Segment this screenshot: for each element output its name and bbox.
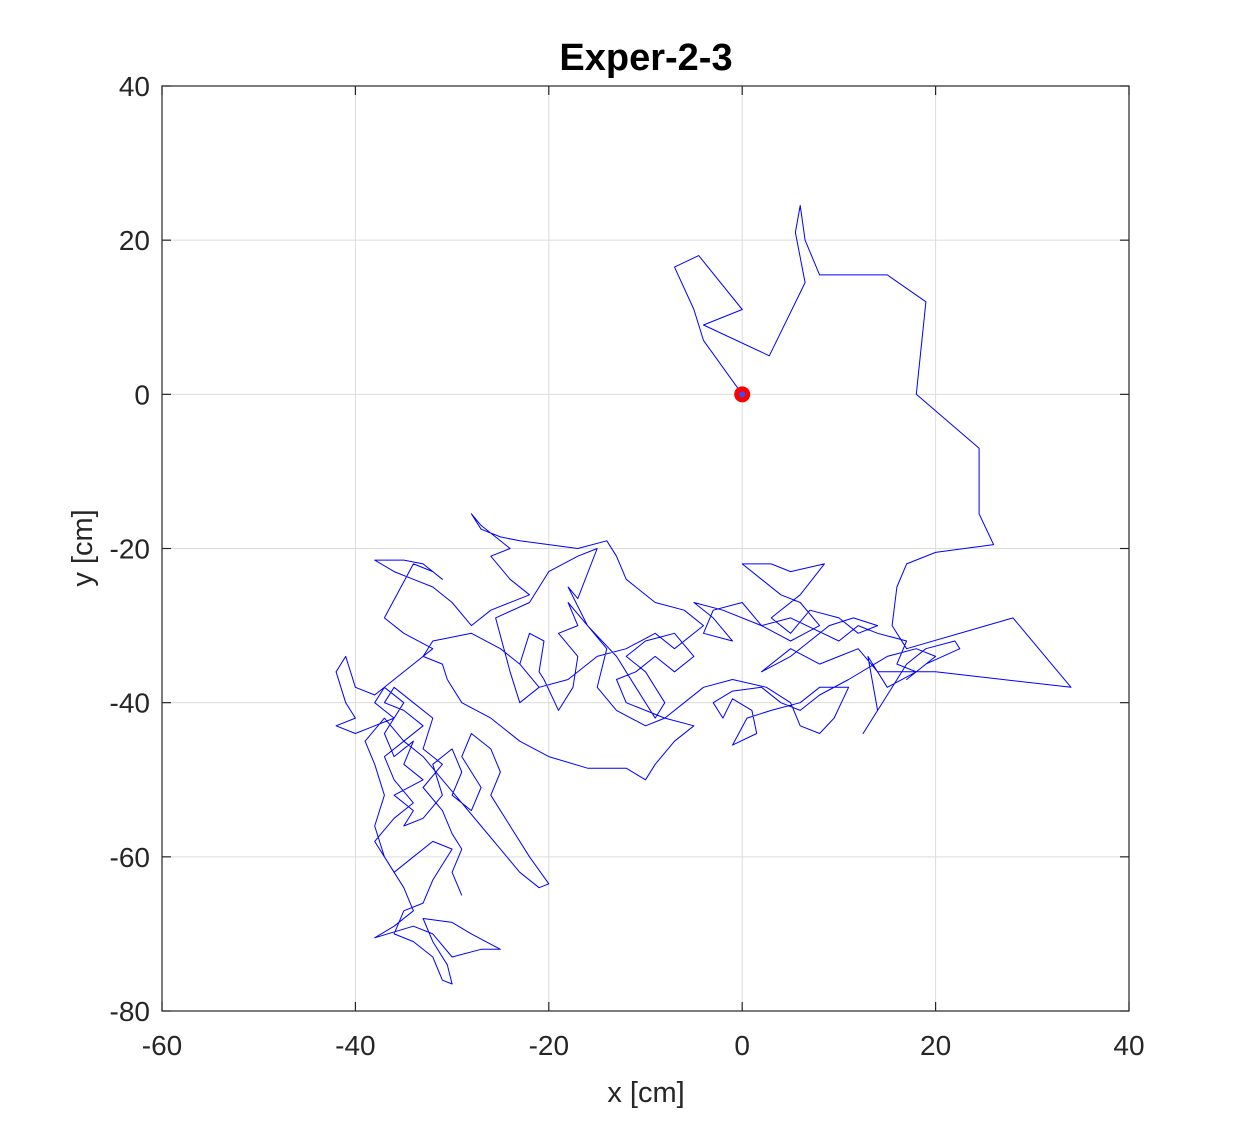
x-tick-label: 20 — [920, 1030, 951, 1061]
plot-area — [161, 85, 1130, 1012]
start-point-marker-center — [739, 391, 746, 398]
x-tick-labels: -60 -40 -20 0 20 40 — [142, 1030, 1145, 1061]
x-tick-label: -40 — [335, 1030, 375, 1061]
y-tick-label: 20 — [119, 225, 150, 256]
y-tick-label: -60 — [110, 842, 150, 873]
y-axis-label: y [cm] — [67, 509, 99, 586]
y-tick-labels: -80 -60 -40 -20 0 20 40 — [110, 71, 150, 1027]
trajectory-line — [335, 205, 1072, 985]
x-tick-label: -20 — [529, 1030, 569, 1061]
x-axis-label: x [cm] — [607, 1077, 684, 1109]
y-tick-label: -80 — [110, 996, 150, 1027]
y-tick-label: 0 — [134, 379, 150, 410]
x-tick-label: 40 — [1113, 1030, 1144, 1061]
chart-title: Exper-2-3 — [559, 37, 732, 79]
y-tick-label: -20 — [110, 534, 150, 565]
x-tick-label: -60 — [142, 1030, 182, 1061]
tick-marks — [161, 85, 1130, 1012]
x-tick-label: 0 — [734, 1030, 750, 1061]
y-tick-label: 40 — [119, 71, 150, 102]
data-layer — [335, 205, 1072, 985]
y-tick-label: -40 — [110, 688, 150, 719]
